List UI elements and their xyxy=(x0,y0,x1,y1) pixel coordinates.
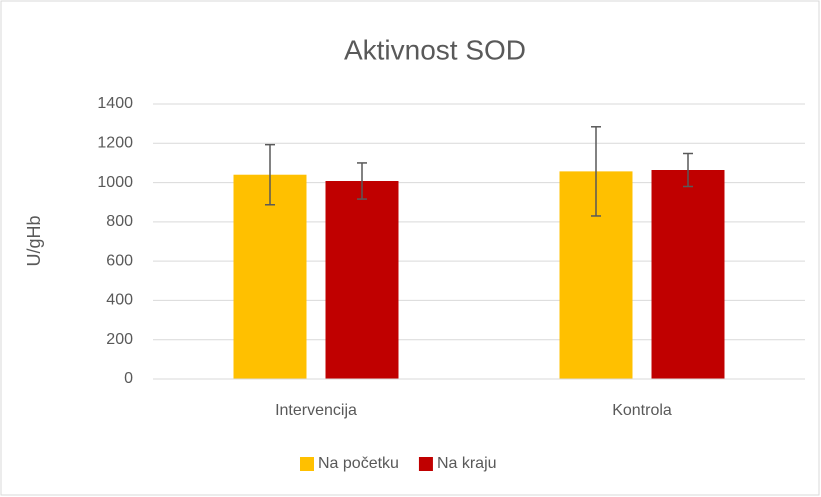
x-tick-label: Intervencija xyxy=(275,402,357,419)
legend-swatch xyxy=(300,457,314,471)
x-tick-label: Kontrola xyxy=(612,402,672,419)
bar xyxy=(233,174,307,379)
y-axis-label: U/gHb xyxy=(24,215,44,266)
y-tick-label: 1200 xyxy=(97,135,133,152)
legend-label: Na kraju xyxy=(437,455,497,472)
error-bar xyxy=(357,162,367,200)
y-tick-label: 600 xyxy=(106,252,133,269)
y-tick-label: 200 xyxy=(106,331,133,348)
legend-label: Na početku xyxy=(318,455,399,472)
y-tick-label: 800 xyxy=(106,213,133,230)
y-tick-label: 0 xyxy=(124,370,133,387)
legend-swatch xyxy=(418,457,433,471)
bar xyxy=(325,181,399,379)
y-tick-label: 400 xyxy=(106,292,133,309)
chart-title: Aktivnost SOD xyxy=(344,34,526,65)
bar xyxy=(651,170,725,379)
y-tick-label: 1000 xyxy=(97,174,133,191)
error-bar xyxy=(683,152,693,188)
error-bar xyxy=(591,126,601,217)
y-tick-label: 1400 xyxy=(97,95,133,112)
error-bar xyxy=(265,143,275,206)
